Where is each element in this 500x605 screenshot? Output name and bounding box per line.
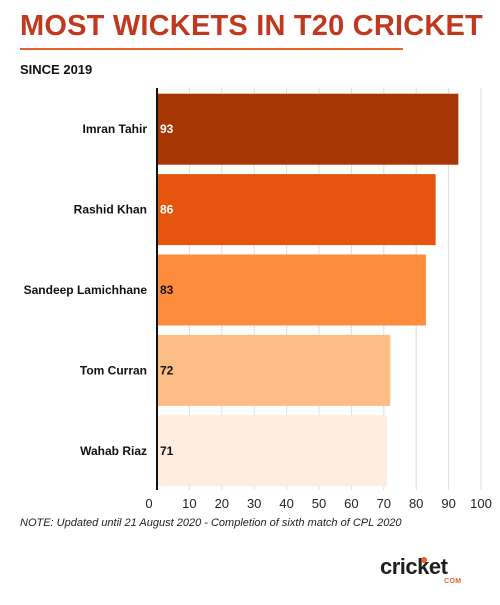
x-tick-label: 60 [344, 496, 358, 511]
x-tick-label: 40 [279, 496, 293, 511]
logo-wordmark: cricket [380, 554, 448, 579]
bar [157, 174, 436, 246]
bar-value-label: 72 [160, 363, 174, 377]
x-tick-label: 0 [145, 496, 152, 511]
x-tick-label: 90 [441, 496, 455, 511]
bars: 93 86 83 72 71 [157, 93, 459, 487]
cricket-com-logo: cricket COM [380, 554, 472, 588]
x-tick-label: 80 [409, 496, 423, 511]
x-tick-label: 20 [215, 496, 229, 511]
x-tick-label: 30 [247, 496, 261, 511]
logo-accent-dot [421, 557, 427, 563]
chart-title: MOST WICKETS IN T20 CRICKET [20, 10, 483, 42]
bar [157, 334, 391, 406]
axes: 0 10 20 30 40 50 60 70 80 90 100 Imran Tahir Rashid … [24, 88, 492, 511]
bar-value-label: 93 [160, 122, 174, 136]
title-underline [20, 48, 403, 50]
category-label: Wahab Riaz [80, 444, 147, 458]
x-tick-label: 70 [377, 496, 391, 511]
x-tick-label: 50 [312, 496, 326, 511]
footnote: NOTE: Updated until 21 August 2020 - Com… [20, 517, 402, 529]
bar-value-label: 83 [160, 283, 174, 297]
bar-value-label: 71 [160, 444, 174, 458]
bar [157, 415, 388, 487]
bar [157, 254, 426, 326]
category-label: Tom Curran [80, 363, 147, 377]
bar [157, 93, 459, 165]
category-label: Sandeep Lamichhane [24, 283, 148, 297]
chart-subtitle: SINCE 2019 [20, 62, 93, 77]
category-label: Imran Tahir [83, 122, 148, 136]
category-label: Rashid Khan [74, 203, 147, 217]
x-tick-label: 100 [470, 496, 492, 511]
logo-domain: COM [444, 578, 462, 585]
x-tick-label: 10 [182, 496, 196, 511]
bar-value-label: 86 [160, 203, 174, 217]
